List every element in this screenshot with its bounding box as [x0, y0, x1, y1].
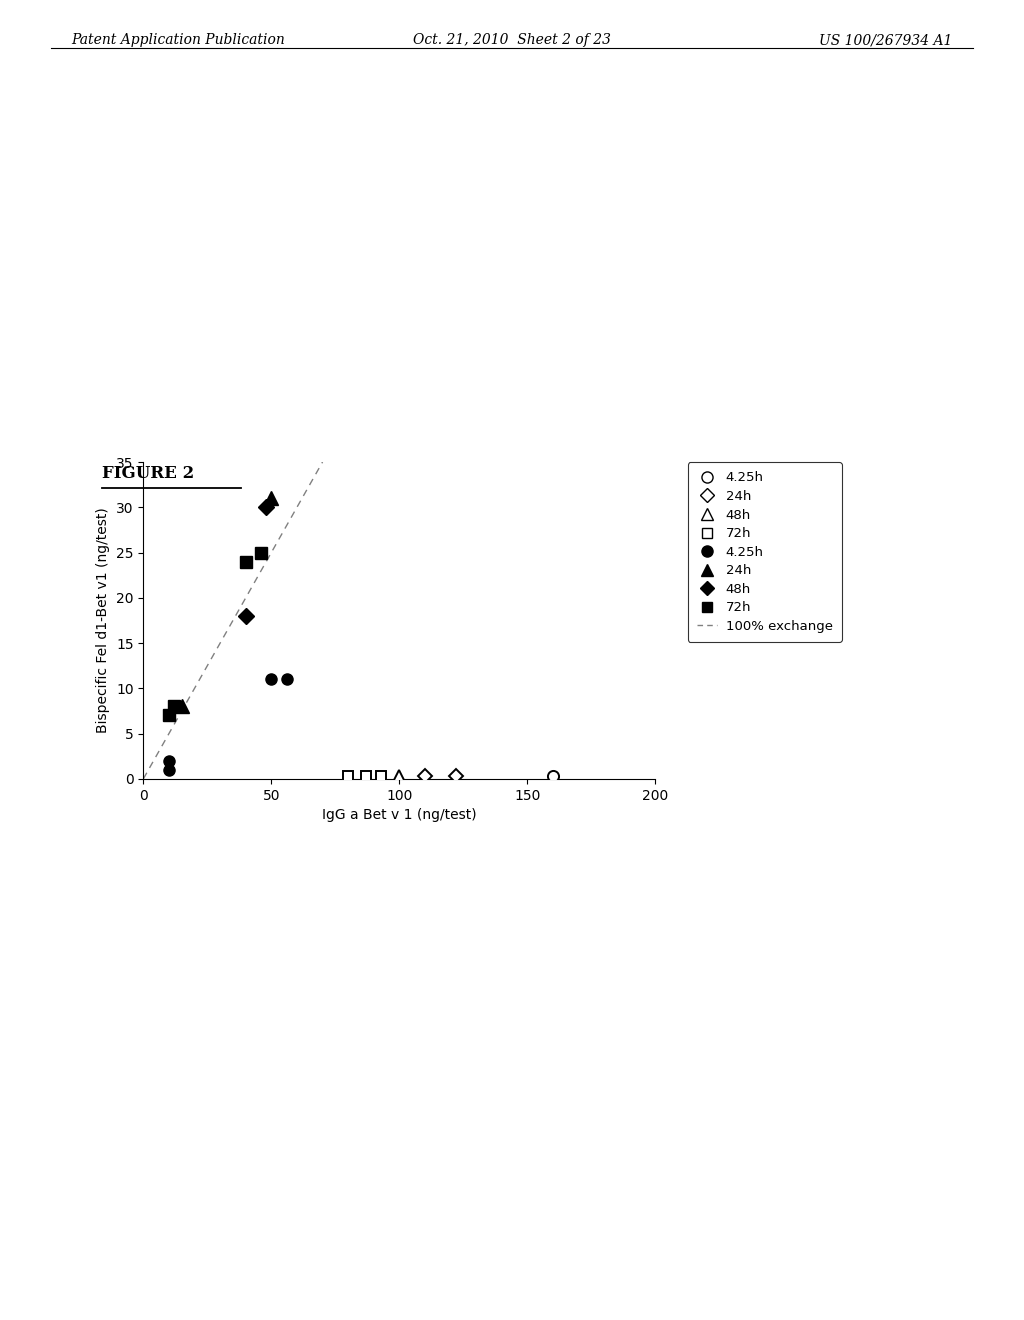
Text: FIGURE 2: FIGURE 2	[102, 465, 195, 482]
Y-axis label: Bispecific Fel d1-Bet v1 (ng/test): Bispecific Fel d1-Bet v1 (ng/test)	[96, 507, 111, 734]
Legend: 4.25h, 24h, 48h, 72h, 4.25h, 24h, 48h, 72h, 100% exchange: 4.25h, 24h, 48h, 72h, 4.25h, 24h, 48h, 7…	[687, 462, 842, 642]
Text: Oct. 21, 2010  Sheet 2 of 23: Oct. 21, 2010 Sheet 2 of 23	[413, 33, 611, 48]
X-axis label: IgG a Bet v 1 (ng/test): IgG a Bet v 1 (ng/test)	[322, 808, 477, 822]
Text: Patent Application Publication: Patent Application Publication	[72, 33, 286, 48]
Text: US 100/267934 A1: US 100/267934 A1	[819, 33, 952, 48]
